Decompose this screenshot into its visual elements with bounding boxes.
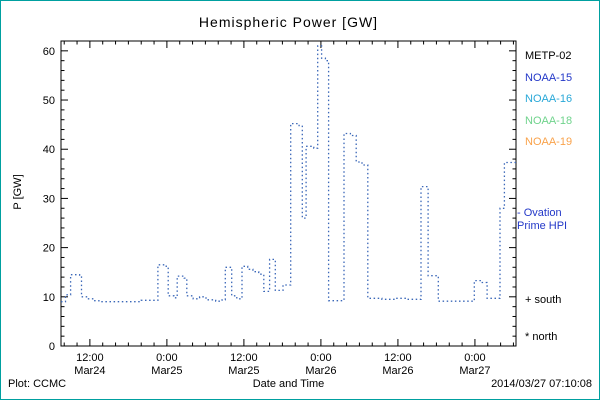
hpi-step-curve — [61, 45, 516, 303]
ovation-label-line1: - Ovation — [517, 207, 562, 219]
ovation-prime-hpi-label: - Ovation Prime HPI — [517, 207, 567, 233]
x-tick-time-label: 0:00 — [464, 352, 485, 364]
legend-item-noaa-19: NOAA-19 — [525, 136, 573, 148]
chart-title: Hemispheric Power [GW] — [198, 14, 379, 30]
y-tick-label: 0 — [49, 341, 55, 353]
x-tick-time-label: 0:00 — [310, 352, 331, 364]
x-tick-time-label: 12:00 — [384, 352, 412, 364]
plot-frame — [60, 40, 517, 347]
plot-credit: Plot: CCMC — [8, 378, 67, 390]
x-tick-date-label: Mar26 — [382, 365, 413, 377]
y-axis-label: P [GW] — [12, 174, 24, 210]
y-tick-label: 10 — [43, 292, 55, 304]
x-tick-date-label: Mar24 — [74, 365, 105, 377]
legend-item-noaa-16: NOAA-16 — [525, 93, 573, 105]
south-marker-label: + south — [525, 294, 562, 306]
legend-item-noaa-18: NOAA-18 — [525, 114, 573, 127]
x-tick-date-label: Mar27 — [459, 365, 490, 377]
y-tick-label: 60 — [43, 46, 55, 58]
x-tick-time-label: 12:00 — [230, 352, 258, 364]
satellite-legend: METP-02 NOAA-15 NOAA-16 NOAA-18 NOAA-19 — [525, 46, 572, 154]
legend-item-noaa-15: NOAA-15 — [525, 71, 573, 84]
legend-item-metp-02: METP-02 — [525, 50, 572, 62]
x-tick-time-label: 12:00 — [76, 352, 104, 364]
ovation-label-line2: Prime HPI — [517, 220, 568, 232]
x-tick-date-label: Mar26 — [305, 365, 336, 377]
x-tick-date-label: Mar25 — [151, 365, 182, 377]
y-tick-label: 30 — [43, 193, 55, 205]
north-marker-label: * north — [525, 331, 558, 343]
x-tick-date-label: Mar25 — [228, 365, 259, 377]
y-tick-label: 20 — [43, 243, 55, 255]
y-tick-label: 50 — [43, 95, 55, 107]
y-tick-label: 40 — [43, 144, 55, 156]
plot-timestamp: 2014/03/27 07:10:08 — [491, 378, 592, 390]
x-axis-label: Date and Time — [252, 378, 325, 390]
x-tick-time-label: 0:00 — [156, 352, 177, 364]
